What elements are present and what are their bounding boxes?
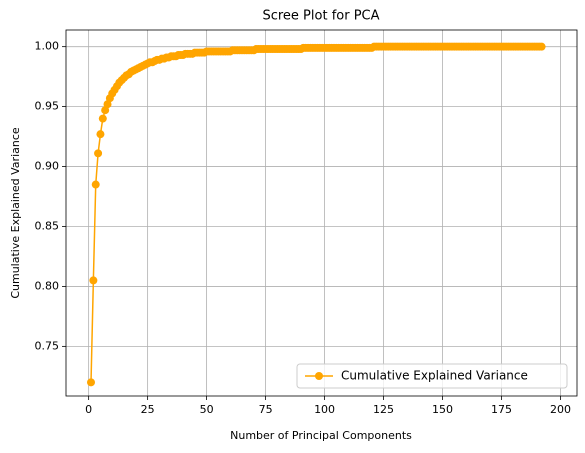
marker (101, 106, 110, 115)
marker (96, 130, 105, 139)
x-tick-label: 150 (432, 403, 453, 416)
x-tick-label: 125 (373, 403, 394, 416)
x-axis-label: Number of Principal Components (230, 429, 412, 442)
x-tick-label: 50 (200, 403, 214, 416)
chart-title: Scree Plot for PCA (262, 9, 379, 24)
line (90, 45, 542, 383)
y-tick-label: 0.85 (35, 219, 60, 232)
x-tick-label: 25 (141, 403, 155, 416)
x-tick-label: 75 (259, 403, 273, 416)
legend: Cumulative Explained Variance (296, 363, 568, 389)
marker (94, 149, 103, 158)
axes-frame (65, 29, 578, 397)
legend-label: Cumulative Explained Variance (341, 369, 528, 383)
x-tick-label: 100 (314, 403, 335, 416)
y-tick-label: 0.80 (35, 279, 60, 292)
y-axis-label: Cumulative Explained Variance (9, 127, 22, 299)
marker (89, 276, 98, 285)
marker (91, 180, 100, 189)
x-tick-label: 0 (85, 403, 92, 416)
x-tick-label: 175 (491, 403, 512, 416)
marker (103, 100, 112, 109)
legend-box (296, 363, 568, 389)
marker (537, 42, 546, 51)
x-tick-label: 200 (550, 403, 571, 416)
marker (87, 378, 96, 387)
y-tick-label: 0.75 (35, 339, 60, 352)
marker (98, 114, 107, 123)
y-tick-label: 0.90 (35, 160, 60, 173)
y-tick-label: 1.00 (35, 40, 60, 53)
y-tick-label: 0.95 (35, 100, 60, 113)
legend-marker (315, 372, 323, 380)
